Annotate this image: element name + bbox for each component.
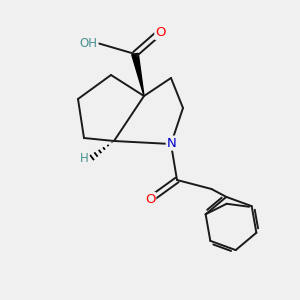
Text: O: O [145,193,155,206]
Text: H: H [80,152,88,166]
Text: O: O [155,26,166,39]
Text: N: N [167,136,176,150]
Polygon shape [132,53,144,96]
Text: OH: OH [80,37,98,50]
